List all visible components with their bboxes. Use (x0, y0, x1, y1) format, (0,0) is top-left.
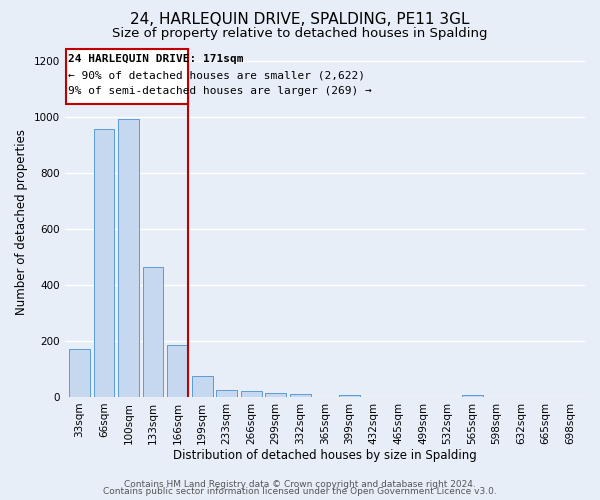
Bar (461, 394, 482, 397)
Bar (241, 392, 262, 397)
Bar (118, 119, 139, 397)
Bar (290, 394, 311, 397)
Text: Contains public sector information licensed under the Open Government Licence v3: Contains public sector information licen… (103, 487, 497, 496)
Text: Size of property relative to detached houses in Spalding: Size of property relative to detached ho… (112, 28, 488, 40)
X-axis label: Distribution of detached houses by size in Spalding: Distribution of detached houses by size … (173, 450, 477, 462)
Bar (191, 376, 212, 397)
Bar (339, 394, 360, 397)
Bar (94, 128, 115, 397)
Text: 24 HARLEQUIN DRIVE: 171sqm: 24 HARLEQUIN DRIVE: 171sqm (68, 54, 244, 64)
Y-axis label: Number of detached properties: Number of detached properties (15, 129, 28, 315)
Bar (66, 49, 188, 104)
Bar (216, 390, 237, 397)
Text: ← 90% of detached houses are smaller (2,622): ← 90% of detached houses are smaller (2,… (68, 70, 365, 80)
Bar (265, 393, 286, 397)
Text: 24, HARLEQUIN DRIVE, SPALDING, PE11 3GL: 24, HARLEQUIN DRIVE, SPALDING, PE11 3GL (130, 12, 470, 28)
Bar (69, 350, 90, 397)
Bar (167, 345, 188, 397)
Bar (143, 267, 163, 397)
Text: Contains HM Land Registry data © Crown copyright and database right 2024.: Contains HM Land Registry data © Crown c… (124, 480, 476, 489)
Text: 9% of semi-detached houses are larger (269) →: 9% of semi-detached houses are larger (2… (68, 86, 372, 97)
